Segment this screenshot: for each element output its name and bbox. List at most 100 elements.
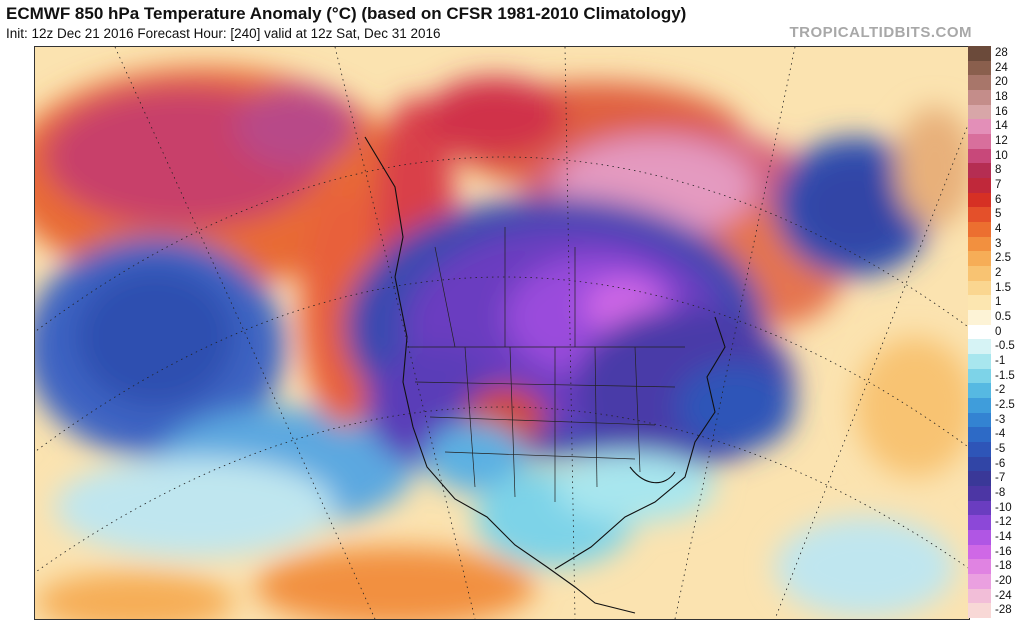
legend-label: -0.5: [995, 340, 1015, 353]
legend-level: -18: [968, 559, 1024, 574]
legend-swatch: [968, 266, 991, 281]
legend-label: 3: [995, 237, 1002, 250]
legend-label: 8: [995, 164, 1002, 177]
legend-swatch: [968, 280, 991, 296]
legend-level: 4: [968, 222, 1024, 237]
legend-label: 1.5: [995, 281, 1011, 294]
legend-swatch: [968, 471, 991, 486]
legend-label: -18: [995, 560, 1012, 573]
legend-label: 24: [995, 61, 1008, 74]
coastlines: [364, 136, 726, 614]
legend-level: 8: [968, 163, 1024, 178]
legend-level: -2: [968, 383, 1024, 398]
legend-swatch: [968, 60, 991, 76]
legend-label: 6: [995, 193, 1002, 206]
legend-level: -5: [968, 442, 1024, 457]
legend-swatch: [968, 515, 991, 530]
legend-label: 12: [995, 135, 1008, 147]
legend-swatch: [968, 354, 991, 369]
legend-swatch: [968, 486, 991, 501]
legend-level: -20: [968, 574, 1024, 589]
legend-label: -6: [995, 457, 1006, 470]
legend-label: 20: [995, 76, 1008, 89]
legend-label: 2.5: [995, 252, 1011, 265]
legend-label: -5: [995, 443, 1006, 455]
legend-level: 24: [968, 60, 1024, 76]
legend-level: 6: [968, 192, 1024, 208]
legend-label: -2: [995, 384, 1006, 397]
legend-swatch: [968, 75, 991, 90]
legend-swatch: [968, 559, 991, 574]
legend-level: -28: [968, 603, 1024, 618]
legend-label: 7: [995, 179, 1002, 191]
legend-level: -3: [968, 412, 1024, 428]
legend-level: -24: [968, 588, 1024, 604]
legend-label: 16: [995, 105, 1008, 118]
anomaly-field: [35, 67, 969, 619]
legend-label: 28: [995, 47, 1008, 59]
legend-level: 1.5: [968, 280, 1024, 296]
legend-level: -4: [968, 427, 1024, 442]
legend-swatch: [968, 500, 991, 516]
legend-level: -10: [968, 500, 1024, 516]
legend-swatch: [968, 544, 991, 560]
graticule: [35, 47, 969, 619]
legend-swatch: [968, 383, 991, 398]
legend-level: 28: [968, 46, 1024, 61]
legend-level: 3: [968, 236, 1024, 252]
legend-swatch: [968, 574, 991, 589]
legend-level: 0: [968, 324, 1024, 340]
legend-swatch: [968, 368, 991, 384]
legend-level: 0.5: [968, 310, 1024, 325]
legend-label: -12: [995, 516, 1012, 529]
watermark-logo: TROPICALTIDBITS.COM: [789, 24, 972, 41]
legend-level: 16: [968, 104, 1024, 120]
legend-level: 12: [968, 134, 1024, 149]
legend-label: 5: [995, 208, 1002, 221]
political-borders: [407, 227, 685, 502]
legend-level: -12: [968, 515, 1024, 530]
forecast-info: Init: 12z Dec 21 2016 Forecast Hour: [24…: [6, 26, 441, 41]
legend-level: -0.5: [968, 339, 1024, 354]
legend-label: 14: [995, 120, 1008, 133]
legend-label: -28: [995, 604, 1012, 617]
legend-level: -2.5: [968, 398, 1024, 413]
legend-label: -8: [995, 487, 1006, 499]
legend-label: -24: [995, 589, 1012, 602]
map-canvas: [35, 47, 969, 619]
legend-level: 7: [968, 178, 1024, 193]
legend-label: -7: [995, 472, 1006, 485]
legend-swatch: [968, 339, 991, 354]
legend-swatch: [968, 119, 991, 134]
legend-level: 10: [968, 148, 1024, 164]
legend-level: 5: [968, 207, 1024, 222]
legend-swatch: [968, 163, 991, 178]
legend-swatch: [968, 134, 991, 149]
legend-swatch: [968, 427, 991, 442]
legend-level: -7: [968, 471, 1024, 486]
legend-label: 18: [995, 91, 1008, 103]
legend-swatch: [968, 295, 991, 310]
legend-level: 18: [968, 90, 1024, 105]
legend-swatch: [968, 442, 991, 457]
legend-swatch: [968, 456, 991, 472]
legend-label: 0: [995, 325, 1002, 338]
legend-label: 2: [995, 267, 1002, 279]
legend-swatch: [968, 148, 991, 164]
legend-swatch: [968, 178, 991, 193]
legend-label: -20: [995, 575, 1012, 587]
legend-swatch: [968, 603, 991, 618]
legend-label: -16: [995, 545, 1012, 558]
legend-swatch: [968, 588, 991, 604]
legend-level: 14: [968, 119, 1024, 134]
legend-label: -1: [995, 355, 1006, 367]
legend-label: -3: [995, 413, 1006, 426]
legend-swatch: [968, 412, 991, 428]
legend-swatch: [968, 324, 991, 340]
legend-label: -1.5: [995, 369, 1015, 382]
legend-swatch: [968, 398, 991, 413]
legend-swatch: [968, 46, 991, 61]
legend-swatch: [968, 222, 991, 237]
legend-level: -1.5: [968, 368, 1024, 384]
legend-label: -10: [995, 501, 1012, 514]
